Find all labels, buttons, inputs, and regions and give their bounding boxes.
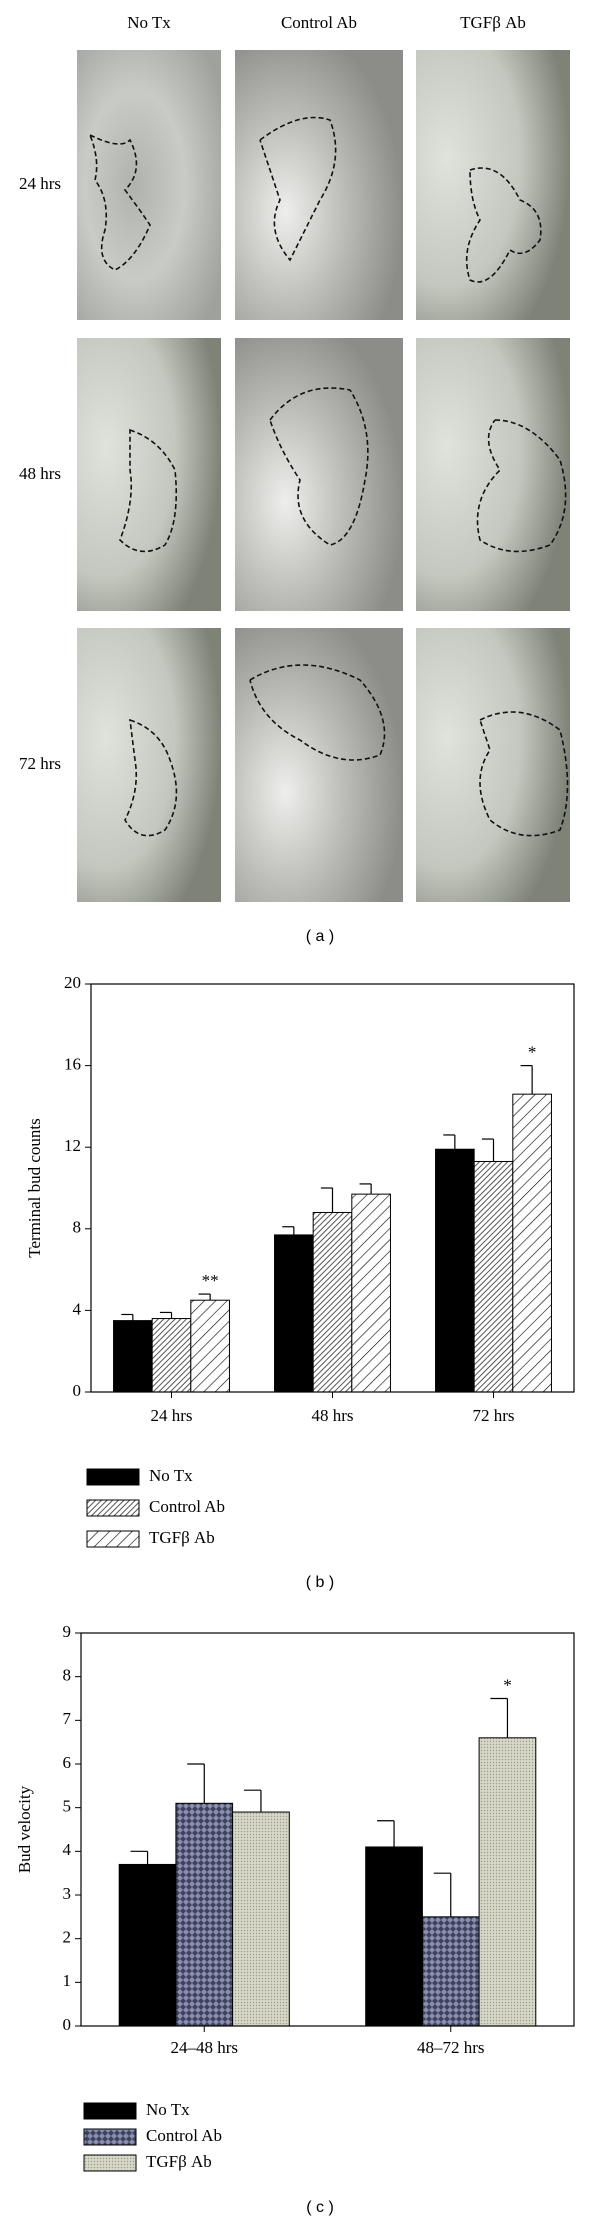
legend-swatch (86, 1468, 140, 1486)
y-tick-label: 8 (73, 1218, 82, 1237)
y-axis-label: Bud velocity (15, 1785, 34, 1873)
x-tick-label: 24 hrs (150, 1406, 192, 1425)
y-tick-label: 16 (64, 1055, 81, 1074)
y-tick-label: 7 (63, 1709, 72, 1728)
photo (416, 50, 570, 320)
y-tick-label: 0 (63, 2015, 72, 2034)
outlines (89, 116, 569, 837)
legend-label: TGFβ Ab (149, 1528, 215, 1547)
bar (190, 1299, 230, 1393)
bar (113, 1320, 153, 1393)
x-tick-label: 24–48 hrs (170, 2038, 238, 2057)
photo (77, 50, 221, 320)
y-tick-label: 6 (63, 1753, 72, 1772)
y-tick-label: 8 (63, 1666, 72, 1685)
column-label: Control Ab (281, 13, 357, 32)
bar (435, 1148, 475, 1393)
x-tick-label: 48 hrs (311, 1406, 353, 1425)
bar (274, 1234, 314, 1393)
legend-label: No Tx (149, 1466, 193, 1485)
row-label: 48 hrs (19, 464, 61, 483)
y-tick-label: 2 (63, 1928, 72, 1947)
y-tick-label: 4 (63, 1840, 72, 1859)
bar (351, 1193, 391, 1393)
bar (365, 1846, 423, 2027)
legend-label: TGFβ Ab (146, 2152, 212, 2171)
panel-caption: ( a ) (306, 928, 334, 945)
bar (175, 1802, 234, 2027)
y-tick-label: 1 (63, 1971, 72, 1990)
y-tick-label: 0 (73, 1381, 82, 1400)
y-tick-label: 9 (63, 1622, 72, 1641)
panel-caption: ( b ) (306, 1574, 334, 1591)
plot-frame (90, 983, 575, 1393)
y-tick-label: 4 (73, 1299, 82, 1318)
bar (312, 1211, 353, 1393)
legend-swatch (83, 2128, 137, 2146)
legend-label: Control Ab (149, 1497, 225, 1516)
row-label: 72 hrs (19, 754, 61, 773)
photo-grid (77, 50, 570, 902)
y-tick-label: 5 (63, 1797, 72, 1816)
bar (512, 1093, 552, 1393)
bar (232, 1811, 290, 2027)
bar (151, 1318, 192, 1393)
x-tick-label: 72 hrs (472, 1406, 514, 1425)
legend-swatch (83, 2154, 137, 2172)
column-label: TGFβ Ab (460, 13, 526, 32)
bar (473, 1160, 514, 1393)
legend-swatch (86, 1530, 140, 1548)
bar (421, 1916, 480, 2027)
y-axis-label: Terminal bud counts (25, 1118, 44, 1258)
column-label: No Tx (127, 13, 171, 32)
bar (118, 1863, 177, 2027)
significance: * (528, 1043, 537, 1062)
photo (416, 338, 570, 611)
x-tick-label: 48–72 hrs (417, 2038, 485, 2057)
significance: ** (202, 1271, 219, 1290)
legend-label: No Tx (146, 2100, 190, 2119)
photo (235, 338, 403, 611)
photo (77, 338, 221, 611)
photo (416, 628, 570, 902)
plot-frame (80, 1632, 575, 2027)
legend-swatch (86, 1499, 140, 1517)
bar (478, 1737, 537, 2027)
photo (235, 628, 403, 902)
panel-caption: ( c ) (306, 2199, 334, 2216)
photo (235, 50, 403, 320)
y-tick-label: 3 (63, 1884, 72, 1903)
significance: * (503, 1675, 512, 1694)
y-tick-label: 20 (64, 973, 81, 992)
row-label: 24 hrs (19, 174, 61, 193)
legend-swatch (83, 2102, 137, 2120)
photo (77, 628, 221, 902)
legend-label: Control Ab (146, 2126, 222, 2145)
y-tick-label: 12 (64, 1136, 81, 1155)
